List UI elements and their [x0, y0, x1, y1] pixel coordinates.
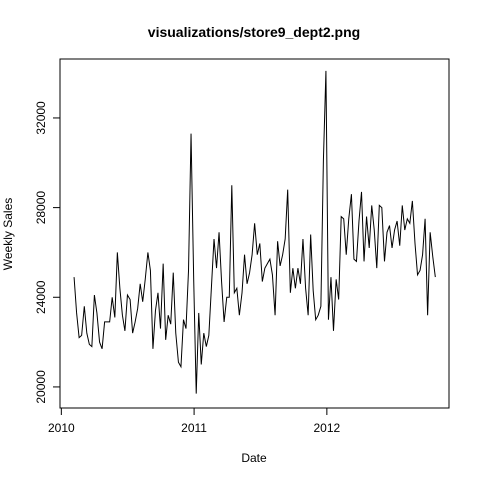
- x-tick-label: 2011: [181, 421, 207, 435]
- x-tick-label: 2012: [314, 421, 341, 435]
- x-tick-label: 2010: [48, 421, 75, 435]
- plot-box: [59, 58, 450, 409]
- y-tick-label: 32000: [34, 101, 48, 135]
- chart-title: visualizations/store9_dept2.png: [148, 24, 360, 40]
- y-tick-label: 20000: [34, 370, 48, 404]
- y-axis-label: Weekly Sales: [1, 198, 15, 270]
- x-axis-label: Date: [241, 451, 267, 465]
- data-line: [73, 70, 436, 394]
- y-tick-label: 24000: [34, 280, 48, 314]
- y-tick-label: 28000: [34, 191, 48, 225]
